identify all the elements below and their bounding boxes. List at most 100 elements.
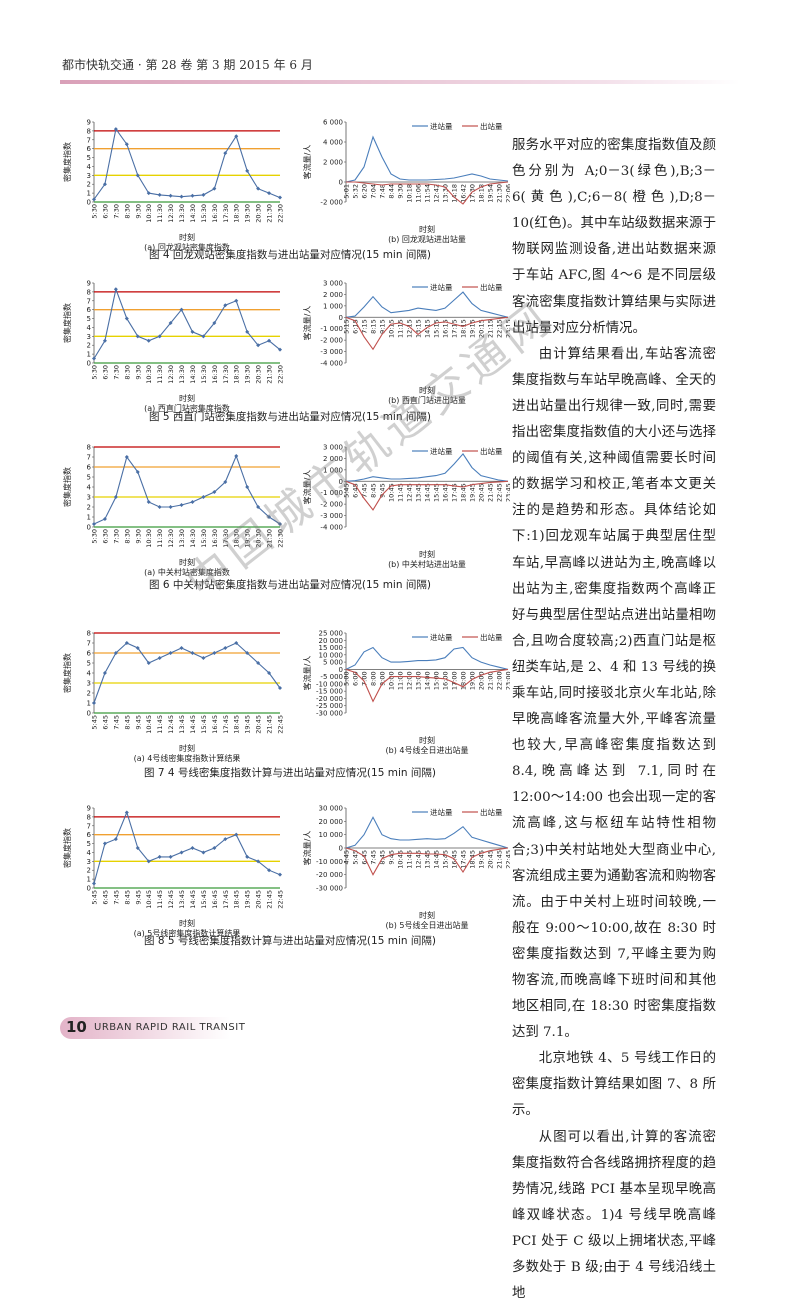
x-tick-label: 7:04 bbox=[370, 184, 378, 199]
data-line bbox=[93, 454, 281, 525]
y-axis-label: 密集度指数 bbox=[62, 828, 72, 868]
data-line bbox=[345, 452, 509, 482]
x-tick-label: 18:30 bbox=[233, 529, 241, 548]
data-point bbox=[179, 194, 184, 199]
x-tick-label: 15:30 bbox=[200, 529, 208, 548]
data-point bbox=[124, 641, 129, 645]
x-tick-label: 16:00 bbox=[442, 671, 450, 690]
y-tick-label: -5 000 bbox=[320, 673, 343, 681]
data-point bbox=[146, 859, 151, 864]
x-tick-label: 7:45 bbox=[112, 890, 120, 905]
paragraph: 由计算结果看出,车站客流密集度指数与车站早晚高峰、全天的进出站量出行规律一致,同… bbox=[512, 346, 716, 1041]
x-tick-label: 12:15 bbox=[406, 319, 414, 338]
x-tick-label: 16:45 bbox=[211, 890, 219, 909]
x-tick-label: 7:48 bbox=[379, 184, 387, 199]
chart-subtitle: (a) 中关村站密集度指数 bbox=[144, 567, 230, 577]
y-tick-label: 15 000 bbox=[319, 644, 344, 652]
chart-subtitle: (b) 回龙观站进出站量 bbox=[388, 234, 466, 244]
y-tick-label: -2 000 bbox=[320, 337, 343, 345]
chart-subtitle: (a) 4号线密集度指数计算结果 bbox=[134, 753, 241, 763]
chart-subtitle: (b) 5号线全日进出站量 bbox=[386, 920, 469, 930]
data-point bbox=[113, 287, 118, 292]
x-tick-label: 18:45 bbox=[233, 715, 241, 734]
x-tick-label: 6:30 bbox=[101, 529, 109, 544]
x-tick-label: 22:45 bbox=[505, 850, 511, 869]
x-tick-label: 7:45 bbox=[112, 715, 120, 730]
y-axis-label: 密集度指数 bbox=[62, 303, 72, 343]
x-tick-label: 15:45 bbox=[200, 890, 208, 909]
data-point bbox=[201, 334, 206, 339]
data-point bbox=[168, 193, 173, 198]
x-tick-label: 13:45 bbox=[415, 483, 423, 502]
data-point bbox=[190, 651, 195, 655]
data-point bbox=[212, 321, 217, 325]
data-line bbox=[345, 480, 509, 511]
data-point bbox=[267, 515, 272, 519]
data-point bbox=[168, 505, 173, 509]
figure-caption: 图 6 中关村站密集度指数与进出站量对应情况(15 min 间隔) bbox=[149, 578, 431, 591]
x-tick-label: 9:15 bbox=[379, 319, 387, 334]
y-tick-label: -25 000 bbox=[316, 702, 343, 710]
y-tick-label: 9 bbox=[87, 805, 91, 813]
data-point bbox=[146, 500, 151, 504]
x-tick-label: 15:30 bbox=[200, 365, 208, 384]
y-tick-label: 0 bbox=[87, 360, 91, 368]
x-tick-label: 20:00 bbox=[478, 671, 486, 690]
x-tick-label: 6:00 bbox=[352, 671, 360, 686]
x-tick-label: 8:45 bbox=[379, 850, 387, 865]
data-point bbox=[157, 505, 162, 509]
x-tick-label: 14:45 bbox=[433, 850, 441, 869]
x-tick-label: 5:45 bbox=[91, 715, 99, 730]
x-tick-label: 14:00 bbox=[424, 671, 432, 690]
x-tick-label: 13:45 bbox=[178, 715, 186, 734]
y-tick-label: -3 000 bbox=[320, 512, 343, 520]
data-point bbox=[201, 656, 206, 660]
paragraph: 从图可以看出,计算的客流密集度指数符合各线路拥挤程度的趋势情况,线路 PCI 基… bbox=[512, 1129, 716, 1302]
x-tick-label: 11:54 bbox=[424, 184, 432, 203]
y-tick-label: 20 000 bbox=[319, 818, 344, 826]
x-tick-label: 11:06 bbox=[415, 184, 423, 203]
data-point bbox=[223, 646, 228, 650]
x-tick-label: 5:30 bbox=[91, 204, 99, 219]
legend-label: 出站量 bbox=[480, 121, 503, 131]
x-tick-label: 7:45 bbox=[361, 483, 369, 498]
data-point bbox=[190, 329, 195, 334]
data-point bbox=[168, 651, 173, 655]
y-tick-label: 6 bbox=[87, 650, 92, 658]
x-tick-label: 19:45 bbox=[469, 483, 477, 502]
x-tick-label: 19:45 bbox=[244, 715, 252, 734]
x-tick-label: 12:30 bbox=[167, 529, 175, 548]
x-tick-label: 21:45 bbox=[496, 850, 504, 869]
data-point bbox=[278, 522, 282, 526]
y-tick-label: 1 bbox=[87, 514, 91, 522]
x-tick-label: 8:15 bbox=[370, 319, 378, 334]
data-point bbox=[113, 837, 118, 842]
data-point bbox=[223, 303, 228, 308]
x-tick-label: 17:30 bbox=[469, 184, 477, 203]
data-point bbox=[157, 334, 162, 339]
y-tick-label: -20 000 bbox=[316, 871, 343, 879]
x-tick-label: 18:30 bbox=[233, 204, 241, 223]
y-tick-label: 4 bbox=[87, 324, 92, 332]
y-tick-label: 1 bbox=[87, 190, 91, 198]
y-tick-label: 8 bbox=[87, 288, 91, 296]
y-tick-label: 9 bbox=[87, 280, 91, 288]
header-rule bbox=[60, 80, 740, 84]
x-tick-label: 12:45 bbox=[167, 890, 175, 909]
x-tick-label: 19:45 bbox=[244, 890, 252, 909]
y-tick-label: 3 bbox=[87, 680, 91, 688]
data-point bbox=[212, 651, 217, 655]
x-tick-label: 7:30 bbox=[112, 529, 120, 544]
x-tick-label: 6:45 bbox=[101, 890, 109, 905]
data-point bbox=[113, 127, 118, 132]
x-tick-label: 14:45 bbox=[424, 483, 432, 502]
x-tick-label: 17:00 bbox=[451, 671, 459, 690]
x-tick-label: 18:45 bbox=[469, 850, 477, 869]
x-tick-label: 6:15 bbox=[352, 319, 360, 334]
data-point bbox=[179, 307, 184, 312]
y-tick-label: 0 bbox=[339, 845, 343, 853]
data-point bbox=[179, 850, 184, 855]
data-point bbox=[135, 646, 140, 650]
data-point bbox=[102, 841, 107, 846]
y-tick-label: 5 000 bbox=[323, 659, 343, 667]
